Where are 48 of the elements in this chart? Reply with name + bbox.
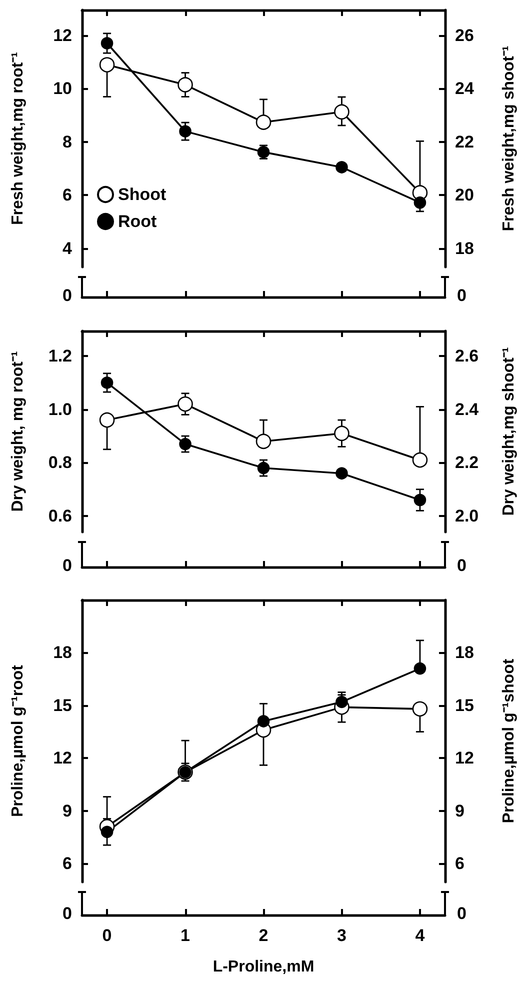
x-tick-label: 4 bbox=[415, 926, 426, 945]
y-tick-label: 0.6 bbox=[48, 506, 72, 526]
y-axis-title: Proline,µmol g⁻¹root bbox=[10, 664, 26, 817]
y2-tick-label: 22 bbox=[455, 132, 474, 152]
y-axis-title: Fresh weight,mg root⁻¹ bbox=[10, 52, 26, 225]
text: 0 bbox=[62, 556, 72, 575]
legend-label: Shoot bbox=[118, 185, 166, 204]
x-tick-label: 1 bbox=[180, 926, 190, 945]
text: 0 bbox=[62, 286, 72, 305]
y-tick-label: 10 bbox=[53, 79, 72, 98]
y-tick-label: 8 bbox=[62, 132, 72, 152]
y2-tick-label: 18 bbox=[455, 643, 474, 662]
y2-tick-label: 12 bbox=[455, 748, 474, 768]
y-tick-label: 9 bbox=[62, 801, 72, 820]
y-tick-label: 1.2 bbox=[48, 346, 72, 366]
x-tick-label: 0 bbox=[102, 926, 112, 945]
y2-tick-label: 15 bbox=[455, 696, 474, 715]
y2-axis-title: Fresh weight,mg shoot⁻¹ bbox=[500, 46, 518, 232]
y-tick-label: 18 bbox=[53, 643, 72, 662]
y-tick-label: 1.0 bbox=[48, 400, 72, 419]
y2-tick-label: 20 bbox=[455, 186, 474, 205]
y2-tick-label: 2.0 bbox=[455, 506, 479, 526]
y-tick-label: 6 bbox=[62, 854, 72, 874]
y2-axis-title: Dry weight,mg shoot⁻¹ bbox=[500, 347, 518, 516]
y-tick-label: 12 bbox=[53, 26, 72, 46]
y-tick-label: 15 bbox=[53, 696, 72, 715]
y2-tick-label: 9 bbox=[455, 801, 464, 820]
text: 0 bbox=[457, 904, 466, 923]
y2-tick-label: 2.4 bbox=[455, 400, 480, 419]
y2-tick-label: 24 bbox=[455, 79, 474, 98]
y-tick-label: 6 bbox=[62, 186, 72, 205]
text: 0 bbox=[457, 286, 466, 305]
y-tick-label: 0.8 bbox=[48, 453, 72, 472]
y2-tick-label: 6 bbox=[455, 854, 464, 874]
y2-tick-label: 18 bbox=[455, 238, 474, 258]
y2-axis-title: Proline,µmol g⁻¹shoot bbox=[500, 658, 518, 824]
x-tick-label: 3 bbox=[337, 926, 346, 945]
y-axis-title: Dry weight, mg root⁻¹ bbox=[10, 351, 26, 512]
y2-tick-label: 26 bbox=[455, 26, 474, 46]
text: 0 bbox=[62, 904, 72, 923]
text: 0 bbox=[457, 556, 466, 575]
x-tick-label: 2 bbox=[258, 926, 268, 945]
x-axis-title: L-Proline,mM bbox=[212, 958, 314, 976]
y-tick-label: 4 bbox=[62, 238, 73, 258]
y-tick-label: 12 bbox=[53, 748, 72, 768]
y2-tick-label: 2.6 bbox=[455, 346, 479, 366]
y2-tick-label: 2.2 bbox=[455, 453, 479, 472]
legend-label: Root bbox=[118, 212, 158, 231]
